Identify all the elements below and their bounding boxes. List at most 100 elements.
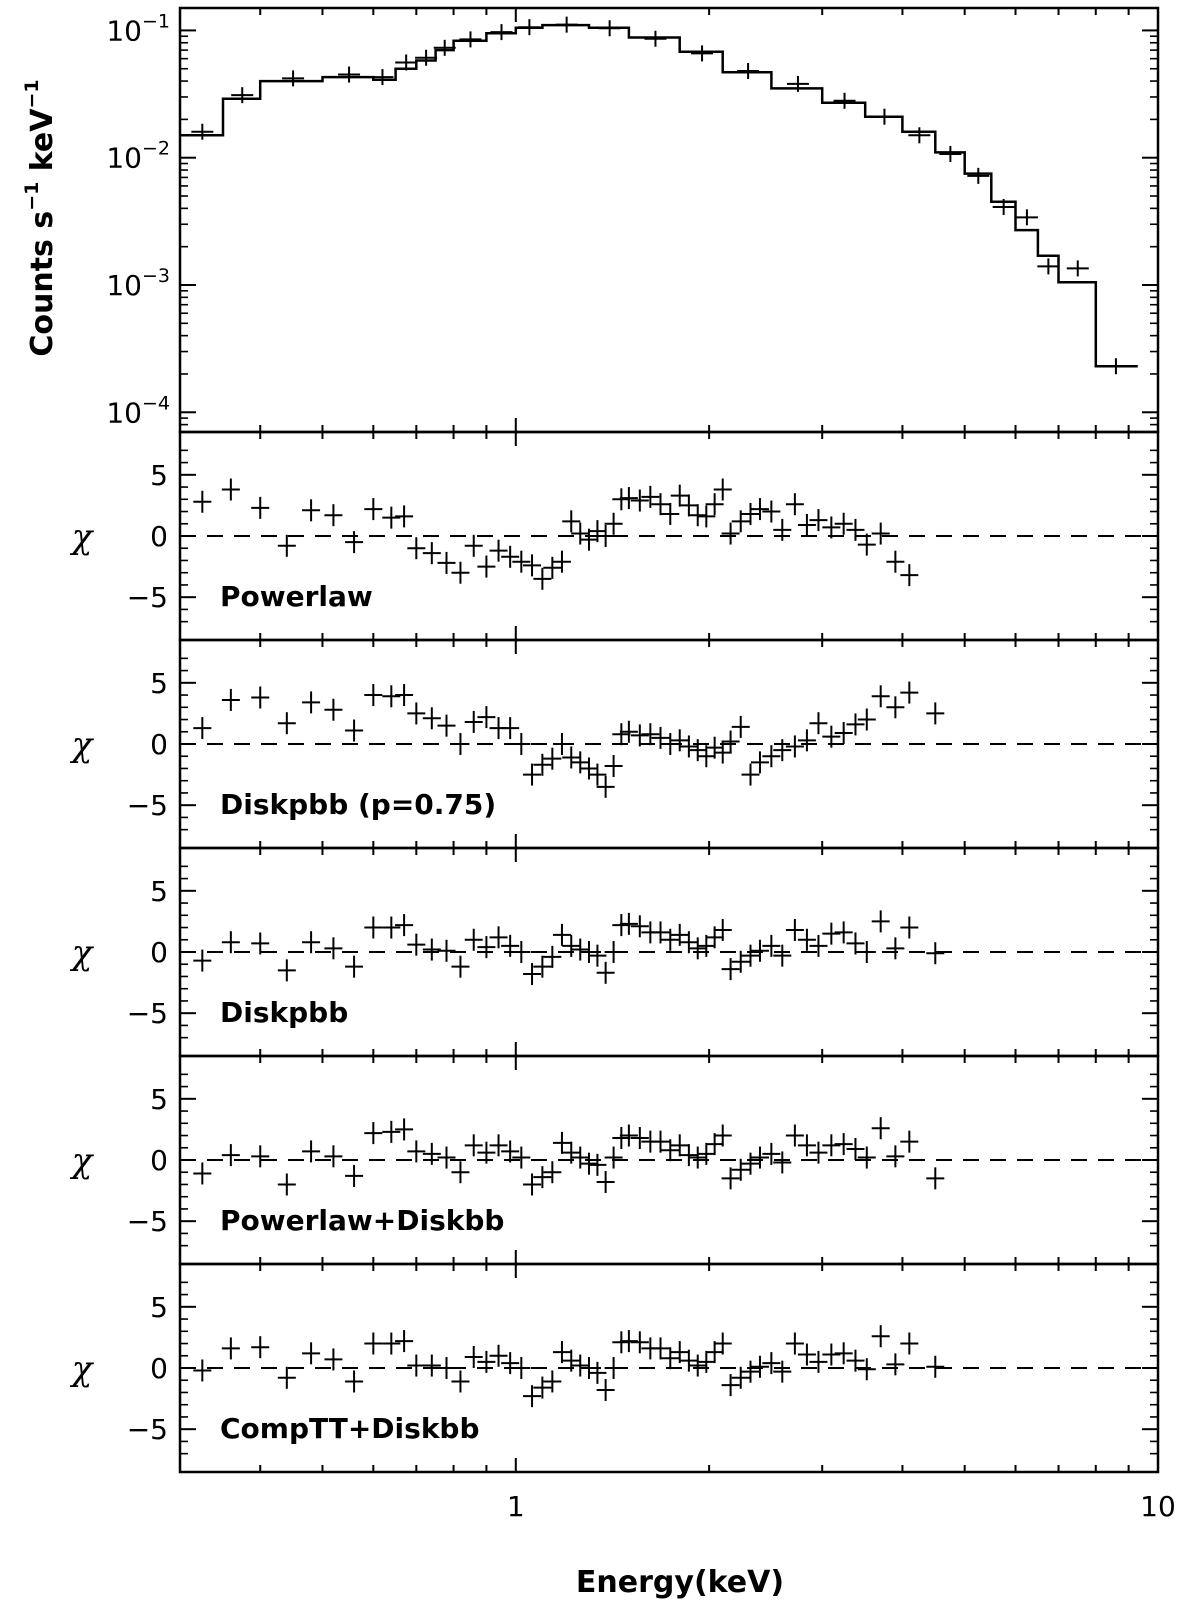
spectrum-data-point — [908, 127, 931, 144]
residual-data-point — [697, 934, 716, 957]
residual-data-point — [857, 941, 876, 963]
residual-data-point — [670, 1134, 689, 1157]
residual-data-point — [552, 1131, 571, 1154]
residual-data-point — [612, 914, 631, 937]
residual-data-point — [251, 932, 270, 955]
residual-data-point — [464, 710, 483, 733]
residual-data-point — [382, 1332, 401, 1355]
residual-data-point — [221, 1337, 240, 1360]
residual-data-point — [834, 512, 853, 535]
x-tick-label: 10 — [1140, 1490, 1176, 1523]
residual-data-point — [762, 745, 781, 768]
residual-data-point — [871, 1117, 890, 1140]
residual-data-point — [477, 1141, 496, 1164]
x-tick-label: 1 — [507, 1490, 525, 1523]
spectrum-data-point — [459, 31, 482, 48]
residual-data-point — [464, 534, 483, 557]
residual-data-point — [857, 533, 876, 556]
residual-data-point — [523, 963, 542, 986]
residual-data-point — [579, 941, 598, 963]
residual-data-point — [437, 1357, 456, 1379]
residual-data-point — [562, 934, 581, 957]
residual-data-point — [741, 763, 760, 786]
residual-data-point — [809, 1350, 828, 1373]
residual-data-point — [562, 510, 581, 533]
residual-data-point — [451, 1161, 470, 1184]
residual-data-point — [713, 741, 732, 764]
residual-data-point — [679, 735, 698, 758]
residual-data-point — [834, 1342, 853, 1365]
residual-data-point — [705, 1341, 724, 1364]
residual-data-point — [809, 509, 828, 532]
spectrum-frame — [178, 6, 1160, 434]
spectrum-data-point — [555, 16, 578, 33]
residual-data-point — [741, 944, 760, 967]
y-tick-label-base: 10 — [106, 14, 142, 47]
residual-data-point — [395, 684, 414, 707]
residual-data-point — [750, 1355, 769, 1378]
residual-data-point — [489, 1134, 508, 1157]
residual-data-point — [741, 502, 760, 525]
residual-data-point — [533, 955, 552, 978]
spectrum-data-point — [518, 19, 541, 36]
residual-data-point — [750, 939, 769, 962]
residual-data-point — [871, 910, 890, 933]
residual-data-point — [464, 1345, 483, 1368]
y-tick-label: 5 — [150, 459, 168, 492]
residual-data-point — [562, 746, 581, 769]
residual-data-point — [785, 918, 804, 941]
residual-data-point — [277, 1173, 296, 1196]
residual-data-point — [543, 1370, 562, 1393]
residual-data-point — [324, 1348, 343, 1371]
y-tick-label-exp: −1 — [142, 10, 170, 32]
residual-data-point — [661, 733, 680, 755]
residual-data-point — [688, 504, 707, 527]
residual-data-point — [886, 937, 905, 960]
spectrum-data-point — [1066, 260, 1089, 277]
residual-data-point — [477, 555, 496, 578]
residual-data-point — [630, 724, 649, 747]
residual-data-point — [422, 707, 441, 730]
residual-data-point — [437, 714, 456, 737]
spectrum-data-point — [939, 145, 962, 162]
residual-data-point — [713, 918, 732, 941]
residual-data-point — [926, 1355, 945, 1378]
residual-data-point — [579, 1152, 598, 1175]
residual-data-point — [619, 1330, 638, 1353]
residual-data-point — [619, 720, 638, 743]
residual-data-point — [221, 688, 240, 711]
residual-data-point — [277, 712, 296, 735]
residual-y-axis-title: χ — [70, 933, 95, 973]
residual-data-point — [886, 1145, 905, 1168]
residual-data-point — [713, 1124, 732, 1147]
x-axis-labels: 1 10 — [507, 1490, 1176, 1523]
residual-data-point — [364, 1332, 383, 1355]
residual-data-point — [697, 745, 716, 768]
residual-data-point — [900, 1332, 919, 1355]
spectrum-data-point — [338, 66, 361, 83]
residual-data-point — [364, 498, 383, 521]
residual-data-point — [834, 921, 853, 944]
residual-data-point — [523, 554, 542, 577]
residual-data-point — [512, 941, 531, 963]
spectrum-data-point — [786, 75, 809, 92]
y-tick-label: 5 — [150, 1083, 168, 1116]
y-tick-label: 10−2 — [106, 138, 170, 175]
residual-data-point — [762, 1352, 781, 1375]
residual-data-point — [705, 736, 724, 759]
residual-data-point — [846, 713, 865, 736]
residual-data-point — [464, 928, 483, 951]
residual-data-point — [886, 550, 905, 573]
residual-data-point — [489, 539, 508, 562]
y-title-base: Counts s — [25, 211, 60, 357]
residual-data-point — [670, 1341, 689, 1364]
residual-data-point — [533, 1376, 552, 1399]
residual-data-point — [364, 916, 383, 939]
residual-data-point — [871, 522, 890, 545]
residual-data-point — [221, 931, 240, 954]
y-tick-label-exp: −4 — [142, 392, 170, 414]
residual-model-label: Diskpbb — [220, 996, 348, 1029]
residual-data-point — [773, 1360, 792, 1383]
residual-data-point — [846, 1137, 865, 1160]
residual-data-point — [588, 520, 607, 543]
